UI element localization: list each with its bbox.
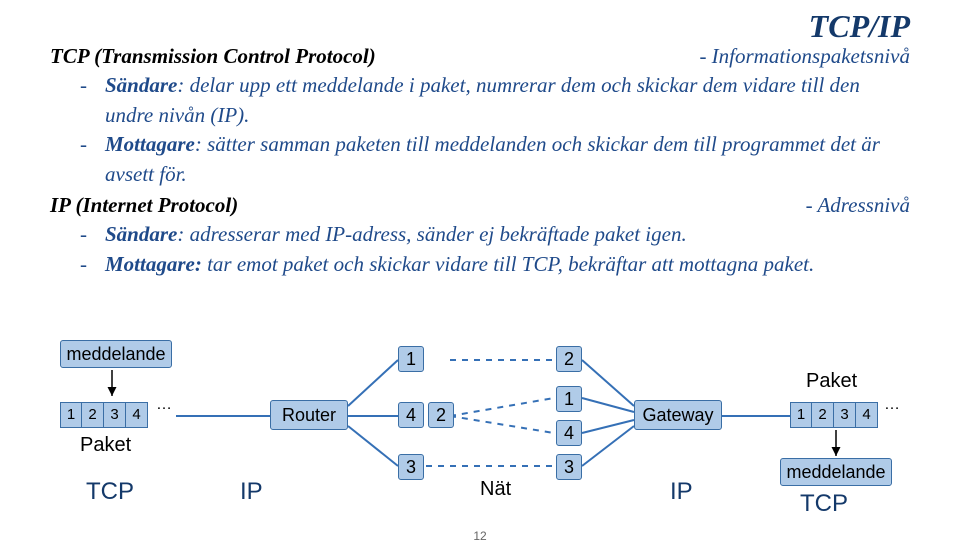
packet-row-right: 1 2 3 4 xyxy=(790,402,878,428)
box-gateway: Gateway xyxy=(634,400,722,430)
pkt-l-4: 4 xyxy=(126,402,148,428)
fly-2: 2 xyxy=(428,402,454,428)
diagram: meddelande 1 2 3 4 … Paket TCP Router IP… xyxy=(0,338,960,518)
fly-r-1: 1 xyxy=(556,386,582,412)
tcp-level: - Informationspaketsnivå xyxy=(699,42,910,71)
pkt-r-1: 1 xyxy=(790,402,812,428)
tcp-b2-text: : sätter samman paketen till meddelanden… xyxy=(105,132,880,185)
ip-level: - Adressnivå xyxy=(806,191,910,220)
pkt-l-2: 2 xyxy=(82,402,104,428)
ip-b1-text: : adresserar med IP-adress, sänder ej be… xyxy=(177,222,686,246)
fly-4: 4 xyxy=(398,402,424,428)
fly-r-2: 2 xyxy=(556,346,582,372)
label-nat: Nät xyxy=(480,478,511,501)
ip-bullet-1: Sändare: adresserar med IP-adress, sände… xyxy=(50,220,910,249)
fly-3: 3 xyxy=(398,454,424,480)
pkt-r-3: 3 xyxy=(834,402,856,428)
pkt-l-1: 1 xyxy=(60,402,82,428)
ip-heading: IP (Internet Protocol) xyxy=(50,191,238,220)
packet-row-left: 1 2 3 4 xyxy=(60,402,148,428)
dots-right: … xyxy=(884,396,900,414)
box-router: Router xyxy=(270,400,348,430)
ip-b1-label: Sändare xyxy=(105,222,177,246)
tcp-b2-label: Mottagare xyxy=(105,132,195,156)
tcp-b1-text: : delar upp ett meddelande i paket, numr… xyxy=(105,73,860,126)
pkt-r-2: 2 xyxy=(812,402,834,428)
box-meddelande-left: meddelande xyxy=(60,340,172,368)
page-title: TCP/IP xyxy=(809,8,910,45)
ip-b2-label: Mottagare: xyxy=(105,252,202,276)
fly-r-4: 4 xyxy=(556,420,582,446)
dots-left: … xyxy=(156,396,172,414)
label-tcp-left: TCP xyxy=(86,478,134,506)
label-ip-left: IP xyxy=(240,478,263,506)
page-number: 12 xyxy=(473,529,486,543)
fly-1: 1 xyxy=(398,346,424,372)
tcp-bullet-2: Mottagare: sätter samman paketen till me… xyxy=(50,130,910,189)
label-paket-right: Paket xyxy=(806,370,857,393)
ip-b2-text: tar emot paket och skickar vidare till T… xyxy=(202,252,814,276)
ip-bullet-2: Mottagare: tar emot paket och skickar vi… xyxy=(50,250,910,279)
box-meddelande-right: meddelande xyxy=(780,458,892,486)
pkt-l-3: 3 xyxy=(104,402,126,428)
label-ip-right: IP xyxy=(670,478,693,506)
label-paket-left: Paket xyxy=(80,434,131,457)
tcp-heading: TCP (Transmission Control Protocol) xyxy=(50,42,376,71)
label-tcp-right: TCP xyxy=(800,490,848,518)
tcp-bullet-1: Sändare: delar upp ett meddelande i pake… xyxy=(50,71,910,130)
tcp-b1-label: Sändare xyxy=(105,73,177,97)
pkt-r-4: 4 xyxy=(856,402,878,428)
fly-r-3: 3 xyxy=(556,454,582,480)
